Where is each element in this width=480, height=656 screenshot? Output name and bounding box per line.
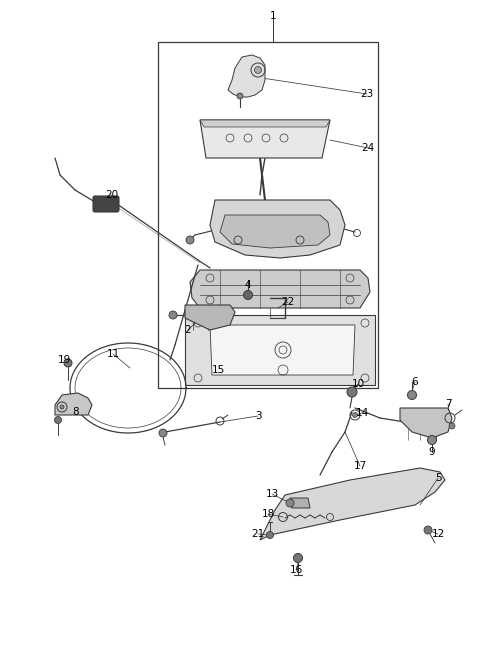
Polygon shape — [210, 200, 345, 258]
Text: 4: 4 — [245, 280, 252, 290]
Circle shape — [186, 236, 194, 244]
Circle shape — [60, 405, 64, 409]
Polygon shape — [290, 498, 310, 508]
Text: 22: 22 — [281, 297, 295, 307]
Text: 16: 16 — [289, 565, 302, 575]
Text: 20: 20 — [106, 190, 119, 200]
Circle shape — [293, 554, 302, 562]
Circle shape — [237, 93, 243, 99]
Polygon shape — [400, 408, 452, 438]
Circle shape — [243, 291, 252, 300]
Text: 15: 15 — [211, 365, 225, 375]
FancyBboxPatch shape — [93, 196, 119, 212]
Circle shape — [408, 390, 417, 400]
Polygon shape — [55, 393, 92, 415]
Circle shape — [449, 423, 455, 429]
Text: 23: 23 — [360, 89, 373, 99]
Circle shape — [169, 311, 177, 319]
Polygon shape — [228, 55, 265, 97]
Text: 17: 17 — [353, 461, 367, 471]
Circle shape — [347, 387, 357, 397]
Text: 11: 11 — [107, 349, 120, 359]
Circle shape — [55, 417, 61, 424]
Text: 6: 6 — [412, 377, 418, 387]
Text: 7: 7 — [444, 399, 451, 409]
Circle shape — [428, 436, 436, 445]
Polygon shape — [200, 120, 330, 158]
Text: 3: 3 — [255, 411, 261, 421]
Circle shape — [352, 413, 358, 417]
Text: 2: 2 — [185, 325, 192, 335]
Text: 1: 1 — [270, 11, 276, 21]
Polygon shape — [260, 468, 445, 540]
Text: 5: 5 — [435, 473, 441, 483]
Polygon shape — [220, 215, 330, 248]
Text: 12: 12 — [432, 529, 444, 539]
Text: 18: 18 — [262, 509, 275, 519]
Polygon shape — [185, 305, 235, 330]
Text: 10: 10 — [351, 379, 365, 389]
Text: 24: 24 — [361, 143, 374, 153]
Text: 8: 8 — [72, 407, 79, 417]
Text: 21: 21 — [252, 529, 264, 539]
Text: 19: 19 — [58, 355, 71, 365]
Circle shape — [64, 359, 72, 367]
Text: 9: 9 — [429, 447, 435, 457]
Bar — [158, 42, 378, 388]
Polygon shape — [185, 315, 375, 385]
Polygon shape — [210, 325, 355, 375]
Circle shape — [424, 526, 432, 534]
Polygon shape — [190, 270, 370, 308]
Circle shape — [159, 429, 167, 437]
Circle shape — [266, 531, 274, 539]
Text: 14: 14 — [355, 408, 369, 418]
Circle shape — [286, 499, 294, 507]
Circle shape — [254, 66, 262, 73]
Text: 13: 13 — [265, 489, 278, 499]
Polygon shape — [200, 120, 330, 127]
